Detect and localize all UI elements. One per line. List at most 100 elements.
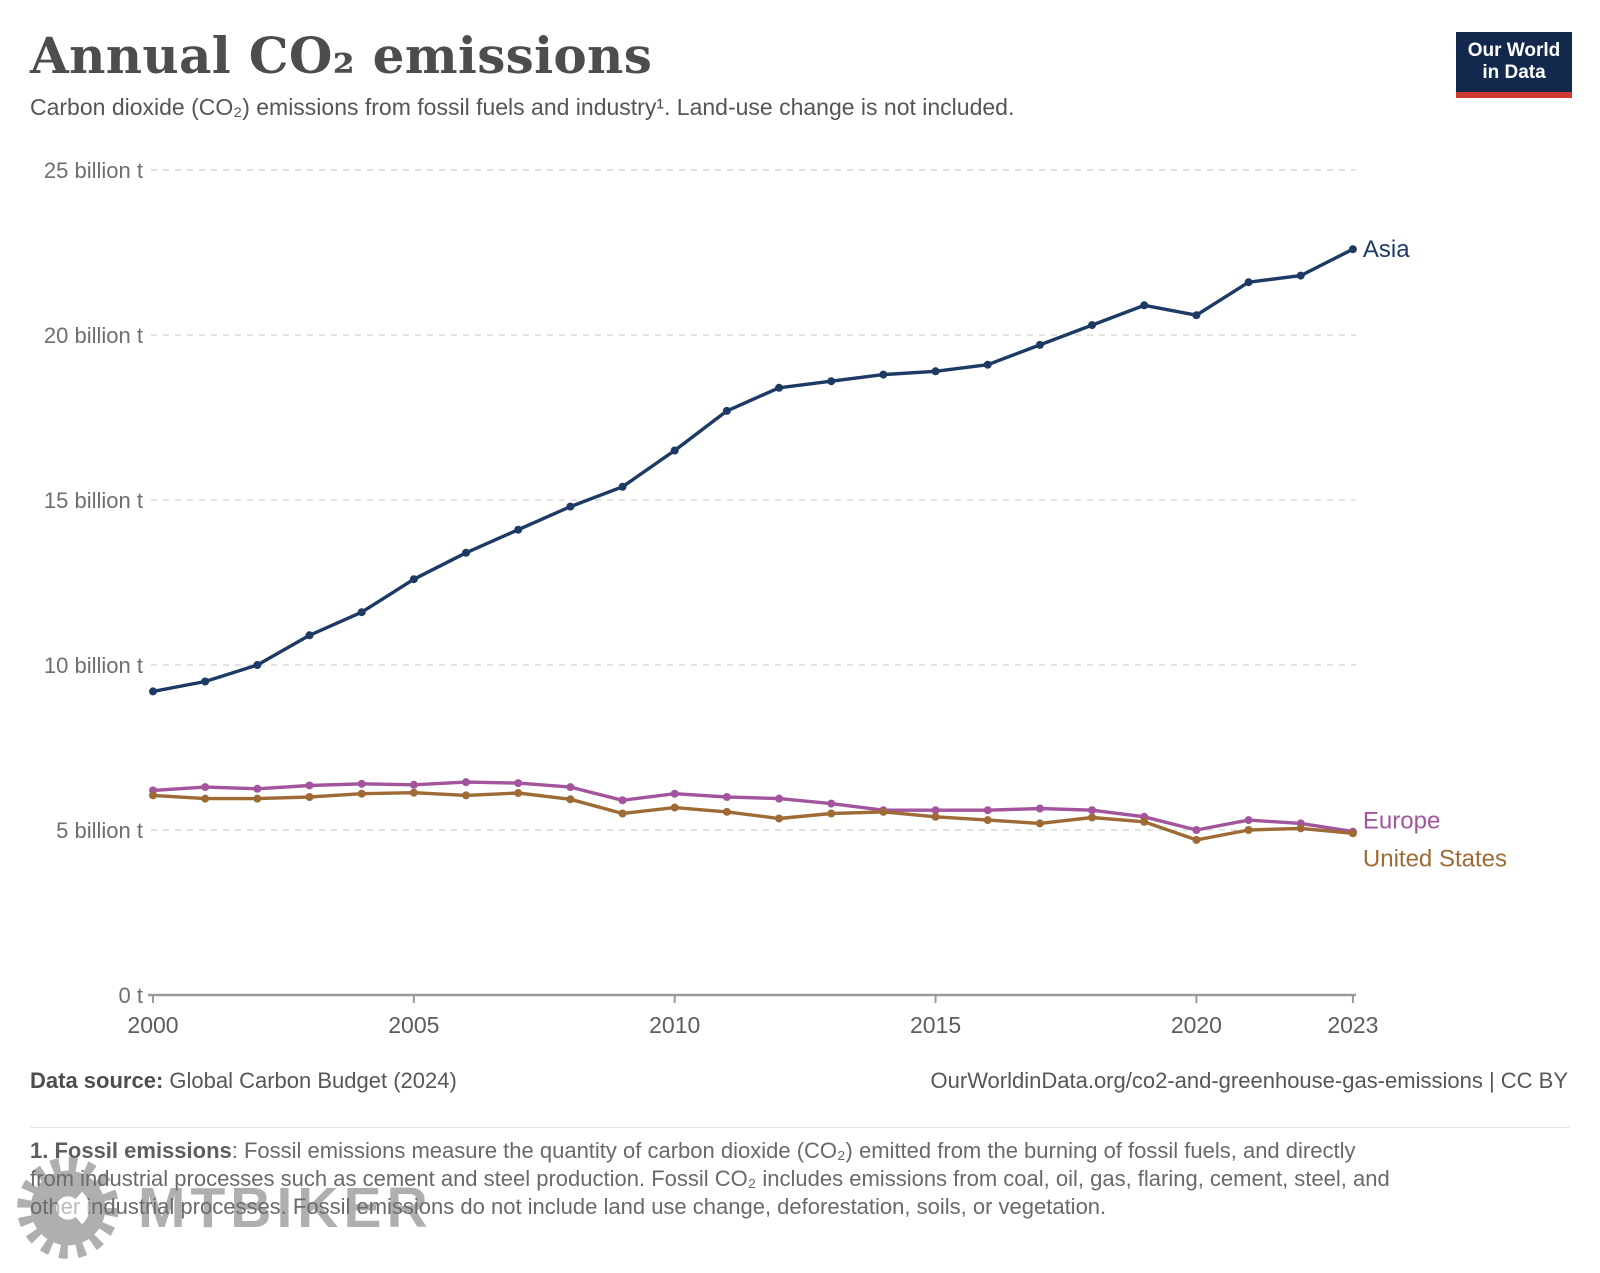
data-point[interactable] <box>1035 804 1044 813</box>
data-point[interactable] <box>253 661 262 669</box>
data-point[interactable] <box>305 631 314 640</box>
data-point[interactable] <box>670 446 679 455</box>
data-point[interactable] <box>514 789 523 798</box>
x-axis-label: 2020 <box>1171 1012 1222 1038</box>
data-point[interactable] <box>1088 813 1097 822</box>
data-point[interactable] <box>827 377 836 386</box>
data-point[interactable] <box>462 791 471 800</box>
chart-subtitle: Carbon dioxide (CO₂) emissions from foss… <box>30 94 1015 120</box>
data-point[interactable] <box>357 789 366 798</box>
data-point[interactable] <box>149 687 157 696</box>
data-source: Data source: Global Carbon Budget (2024) <box>30 1068 457 1094</box>
line-chart[interactable]: 0 t 5 billion t 10 billion t 15 billion t 20… <box>0 0 1600 1050</box>
series-label-europe: Europe <box>1363 808 1440 835</box>
footnote-divider <box>30 1127 1570 1128</box>
data-source-label: Data source: <box>30 1068 164 1093</box>
data-point[interactable] <box>1088 806 1097 815</box>
data-point[interactable] <box>409 788 418 797</box>
data-point[interactable] <box>1296 271 1305 280</box>
data-point[interactable] <box>1244 816 1253 825</box>
y-axis-label: 5 billion t <box>56 818 143 843</box>
data-point[interactable] <box>670 789 679 798</box>
data-point[interactable] <box>1140 301 1149 310</box>
data-point[interactable] <box>618 809 627 818</box>
data-point[interactable] <box>618 482 627 491</box>
series-label-united-states: United States <box>1363 845 1507 872</box>
y-axis-label: 15 billion t <box>44 488 143 513</box>
series-united-states[interactable]: United States <box>149 788 1507 873</box>
data-point[interactable] <box>1192 835 1201 844</box>
data-point[interactable] <box>1140 817 1149 826</box>
data-point[interactable] <box>514 779 523 788</box>
data-point[interactable] <box>514 525 523 534</box>
data-point[interactable] <box>1192 826 1201 834</box>
data-point[interactable] <box>566 783 575 792</box>
data-point[interactable] <box>409 780 418 789</box>
x-axis-label: 2015 <box>910 1012 961 1038</box>
data-point[interactable] <box>566 795 575 804</box>
attribution-link[interactable]: OurWorldinData.org/co2-and-greenhouse-ga… <box>930 1068 1568 1093</box>
data-point[interactable] <box>931 806 940 815</box>
data-point[interactable] <box>1035 819 1044 828</box>
data-point[interactable] <box>1244 826 1253 834</box>
data-point[interactable] <box>1296 824 1305 833</box>
data-point[interactable] <box>879 807 888 816</box>
data-point[interactable] <box>1192 311 1201 320</box>
series-line-asia[interactable] <box>151 247 1355 694</box>
data-source-value: Global Carbon Budget (2024) <box>169 1068 457 1093</box>
footnote-lead: 1. Fossil emissions <box>30 1138 232 1163</box>
series-label-asia: Asia <box>1363 236 1410 263</box>
data-point[interactable] <box>983 806 992 815</box>
data-point[interactable] <box>305 793 314 801</box>
data-point[interactable] <box>827 809 836 818</box>
series-line-europe[interactable] <box>151 780 1355 834</box>
x-axis-label: 2010 <box>649 1012 700 1038</box>
series-line-united-states[interactable] <box>151 791 1355 842</box>
owid-logo-line1: Our World <box>1467 40 1561 61</box>
data-point[interactable] <box>253 794 262 803</box>
data-point[interactable] <box>409 575 418 584</box>
y-axis-label: 0 t <box>119 983 143 1008</box>
data-point[interactable] <box>827 799 836 808</box>
data-point[interactable] <box>983 816 992 825</box>
data-point[interactable] <box>931 812 940 821</box>
x-axis-label: 2005 <box>388 1012 439 1038</box>
data-point[interactable] <box>722 807 731 816</box>
owid-logo-line2: in Data <box>1482 62 1546 83</box>
data-point[interactable] <box>462 548 471 557</box>
data-point[interactable] <box>670 803 679 812</box>
data-point[interactable] <box>775 794 784 803</box>
data-point[interactable] <box>1035 340 1044 349</box>
data-point[interactable] <box>879 370 888 379</box>
data-point[interactable] <box>1244 278 1253 287</box>
y-axis-label: 10 billion t <box>44 653 143 678</box>
data-point[interactable] <box>931 367 940 376</box>
chart-footer: Data source: Global Carbon Budget (2024)… <box>30 1068 1568 1094</box>
data-point[interactable] <box>566 502 575 511</box>
data-point[interactable] <box>149 791 157 800</box>
y-axis-label: 25 billion t <box>44 158 143 183</box>
data-point[interactable] <box>722 406 731 415</box>
data-point[interactable] <box>201 677 210 686</box>
data-point[interactable] <box>305 781 314 790</box>
data-point[interactable] <box>357 608 366 617</box>
data-point[interactable] <box>1348 245 1357 254</box>
data-point[interactable] <box>1088 321 1097 330</box>
data-point[interactable] <box>253 784 262 793</box>
data-point[interactable] <box>201 794 210 803</box>
data-point[interactable] <box>775 814 784 823</box>
data-point[interactable] <box>201 783 210 792</box>
owid-logo: Our World in Data <box>1456 32 1572 98</box>
page-title: Annual CO₂ emissions <box>30 26 653 85</box>
data-point[interactable] <box>775 383 784 392</box>
data-point[interactable] <box>357 779 366 788</box>
data-point[interactable] <box>983 360 992 369</box>
footnote-text: : Fossil emissions measure the quantity … <box>30 1138 1390 1219</box>
data-point[interactable] <box>462 778 471 787</box>
x-axis-label: 2023 <box>1327 1012 1378 1038</box>
data-point[interactable] <box>1348 829 1357 838</box>
data-point[interactable] <box>618 796 627 805</box>
data-point[interactable] <box>722 793 731 801</box>
series-asia[interactable]: Asia <box>149 236 1410 696</box>
